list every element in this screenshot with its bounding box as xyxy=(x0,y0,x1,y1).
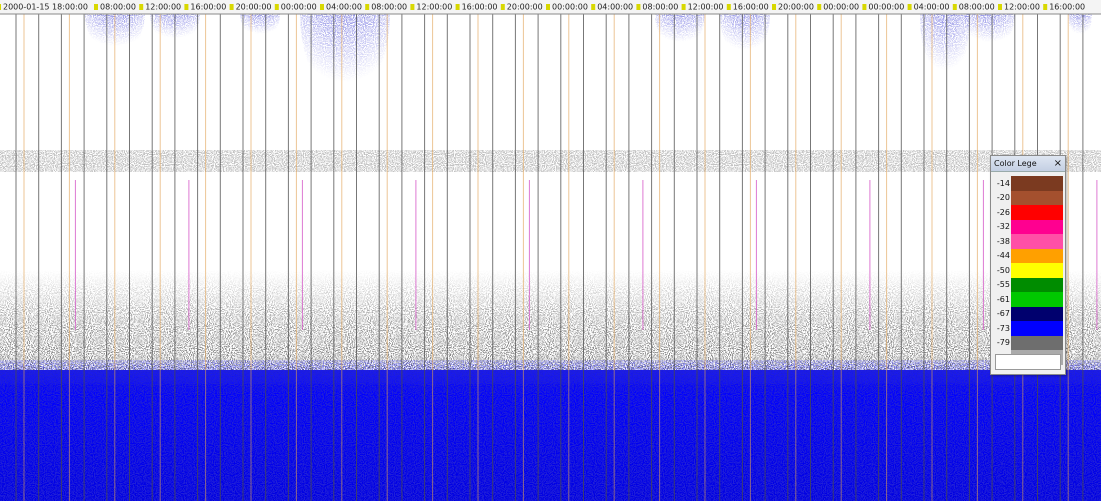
time-label: 00:00:00 xyxy=(868,3,904,12)
legend-row: -61 xyxy=(993,292,1063,307)
legend-label: -38 xyxy=(993,237,1011,246)
legend-swatch xyxy=(1011,336,1063,351)
label-sep xyxy=(636,4,640,10)
label-sep xyxy=(275,4,279,10)
legend-swatch xyxy=(1011,292,1063,307)
legend-swatch xyxy=(1011,176,1063,191)
label-sep xyxy=(139,4,143,10)
time-label: 12:00:00 xyxy=(416,3,452,12)
time-label: 16:00:00 xyxy=(733,3,769,12)
time-label: 20:00:00 xyxy=(507,3,543,12)
label-sep xyxy=(727,4,731,10)
legend-row: -44 xyxy=(993,249,1063,264)
legend-swatch xyxy=(1011,278,1063,293)
legend-label: -50 xyxy=(993,266,1011,275)
color-legend-window[interactable]: Color Lege × -14 -20 -26 -32 -38 -44 -50 -55 -61… xyxy=(990,155,1066,375)
label-sep xyxy=(410,4,414,10)
time-label: 00:00:00 xyxy=(281,3,317,12)
legend-label: -55 xyxy=(993,280,1011,289)
signal-band xyxy=(0,150,1101,172)
legend-label: -44 xyxy=(993,251,1011,260)
legend-label: -79 xyxy=(993,338,1011,347)
legend-label: -61 xyxy=(993,295,1011,304)
label-sep xyxy=(320,4,324,10)
time-label: 2000-01-15 18:00:00 xyxy=(3,3,88,12)
time-label: 16:00:00 xyxy=(1049,3,1085,12)
label-sep xyxy=(862,4,866,10)
legend-row: -14 xyxy=(993,176,1063,191)
legend-swatch xyxy=(1011,191,1063,206)
legend-label: -67 xyxy=(993,309,1011,318)
label-sep xyxy=(817,4,821,10)
label-sep xyxy=(546,4,550,10)
legend-close[interactable]: × xyxy=(1054,158,1062,169)
legend-swatch xyxy=(1011,263,1063,278)
waterfall: 2000-01-15 18:00:00 08:00:00 12:00:00 16:00… xyxy=(0,0,1101,501)
legend-swatch xyxy=(1011,249,1063,264)
label-sep xyxy=(365,4,369,10)
legend-title: Color Lege xyxy=(994,159,1037,168)
legend-row: -50 xyxy=(993,263,1063,278)
time-label: 20:00:00 xyxy=(778,3,814,12)
label-sep xyxy=(953,4,957,10)
label-sep xyxy=(772,4,776,10)
legend-swatch xyxy=(1011,205,1063,220)
legend-swatch xyxy=(1011,220,1063,235)
legend-row: -67 xyxy=(993,307,1063,322)
time-label: 00:00:00 xyxy=(552,3,588,12)
label-sep xyxy=(682,4,686,10)
legend-rows: -14-20-26-32-38-44-50-55-61-67-73-79-85 xyxy=(993,176,1063,365)
legend-row: -73 xyxy=(993,321,1063,336)
time-label: 20:00:00 xyxy=(236,3,272,12)
legend-swatch xyxy=(1011,321,1063,336)
legend-label: -14 xyxy=(993,179,1011,188)
legend-swatch xyxy=(1011,307,1063,322)
legend-row: -55 xyxy=(993,278,1063,293)
legend-row: -38 xyxy=(993,234,1063,249)
time-label: 04:00:00 xyxy=(326,3,362,12)
time-labels: 2000-01-15 18:00:00 08:00:00 12:00:00 16:00… xyxy=(0,3,1085,12)
time-label: 12:00:00 xyxy=(688,3,724,12)
label-sep xyxy=(0,4,1,10)
legend-label: -26 xyxy=(993,208,1011,217)
legend-swatch xyxy=(1011,234,1063,249)
label-sep xyxy=(591,4,595,10)
label-sep xyxy=(998,4,1002,10)
time-label: 16:00:00 xyxy=(462,3,498,12)
legend-label: -20 xyxy=(993,193,1011,202)
legend-row: -79 xyxy=(993,336,1063,351)
label-sep xyxy=(908,4,912,10)
legend-row: -32 xyxy=(993,220,1063,235)
label-sep xyxy=(230,4,234,10)
legend-label: -73 xyxy=(993,324,1011,333)
time-label: 08:00:00 xyxy=(642,3,678,12)
time-label: 12:00:00 xyxy=(1004,3,1040,12)
legend-titlebar[interactable]: Color Lege × xyxy=(991,156,1065,172)
legend-footer xyxy=(995,354,1061,370)
time-label: 04:00:00 xyxy=(914,3,950,12)
time-label: 00:00:00 xyxy=(823,3,859,12)
floor-noise xyxy=(0,360,1101,501)
time-label: 12:00:00 xyxy=(145,3,181,12)
legend-row: -26 xyxy=(993,205,1063,220)
label-sep xyxy=(456,4,460,10)
label-sep xyxy=(94,4,98,10)
legend-row: -20 xyxy=(993,191,1063,206)
legend-label: -32 xyxy=(993,222,1011,231)
page: {"time_axis": {"labels": ["2000-01-15 18… xyxy=(0,0,1101,501)
label-sep xyxy=(184,4,188,10)
time-label: 08:00:00 xyxy=(100,3,136,12)
time-label: 08:00:00 xyxy=(959,3,995,12)
time-label: 04:00:00 xyxy=(597,3,633,12)
time-label: 16:00:00 xyxy=(190,3,226,12)
time-label: 08:00:00 xyxy=(371,3,407,12)
label-sep xyxy=(1043,4,1047,10)
label-sep xyxy=(501,4,505,10)
